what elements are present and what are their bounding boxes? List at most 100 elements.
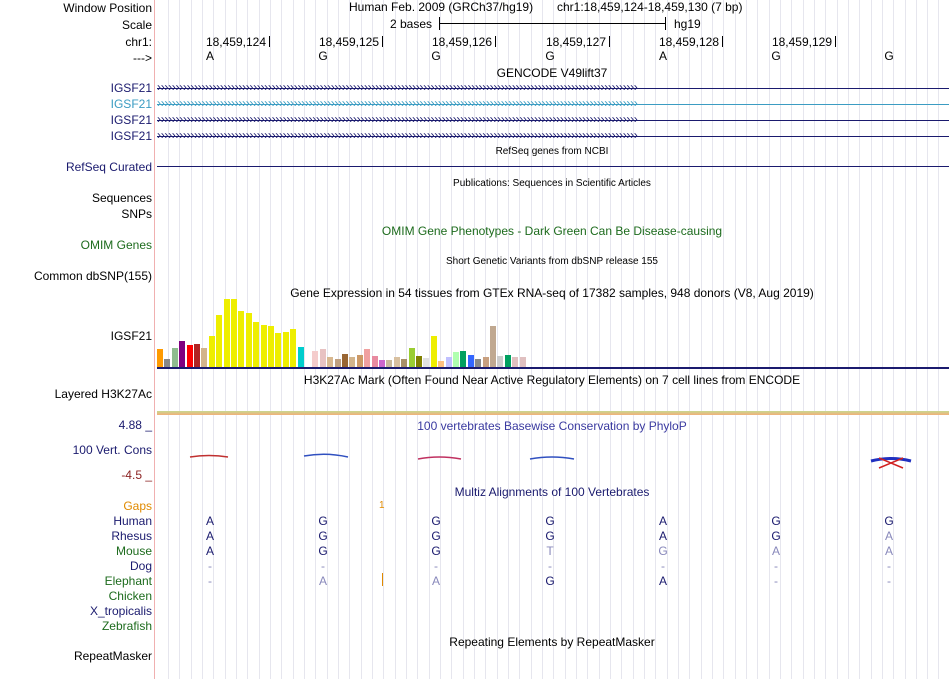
gtex-tissue-bar[interactable] xyxy=(416,356,422,367)
species-label[interactable]: Mouse xyxy=(115,544,152,558)
gencode-gene-line[interactable] xyxy=(157,88,949,89)
species-label[interactable]: Human xyxy=(113,514,152,528)
gtex-tissue-bar[interactable] xyxy=(438,361,445,367)
gtex-tissue-bar[interactable] xyxy=(245,313,252,367)
omim-track-label[interactable]: OMIM Genes xyxy=(80,238,152,252)
gtex-tissue-bar[interactable] xyxy=(342,354,348,367)
gtex-tissue-bar[interactable] xyxy=(497,356,504,367)
cons-track-label[interactable]: 100 Vert. Cons xyxy=(72,443,152,457)
gtex-tissue-bar[interactable] xyxy=(312,351,319,367)
gtex-tissue-bar[interactable] xyxy=(504,355,511,367)
gaps-label[interactable]: Gaps xyxy=(123,499,152,513)
species-label[interactable]: Elephant xyxy=(104,574,152,588)
grid-line xyxy=(927,0,929,679)
repeatmasker-track-title[interactable]: Repeating Elements by RepeatMasker xyxy=(449,635,655,649)
gtex-tissue-bar[interactable] xyxy=(349,357,356,367)
gtex-tissue-bar[interactable] xyxy=(364,349,371,367)
h3k27ac-signal[interactable] xyxy=(157,411,949,415)
gtex-tissue-bar[interactable] xyxy=(164,359,171,367)
gtex-tissue-bar[interactable] xyxy=(260,325,267,367)
gtex-tissue-bar[interactable] xyxy=(460,351,467,367)
species-label[interactable]: Chicken xyxy=(108,589,152,603)
window-position[interactable]: chr1:18,459,124-18,459,130 (7 bp) xyxy=(557,0,743,14)
grid-line xyxy=(723,0,725,679)
gencode-gene-label[interactable]: IGSF21 xyxy=(110,97,152,111)
gtex-tissue-bar[interactable] xyxy=(238,311,245,367)
dbsnp-track-title[interactable]: Short Genetic Variants from dbSNP releas… xyxy=(446,256,658,267)
species-label[interactable]: Zebrafish xyxy=(101,619,152,633)
gtex-tissue-bar[interactable] xyxy=(275,333,282,367)
gtex-tissue-bar[interactable] xyxy=(297,347,304,367)
gtex-tissue-bar[interactable] xyxy=(223,299,230,367)
gtex-tissue-bar[interactable] xyxy=(282,332,289,367)
grid-line xyxy=(530,0,532,679)
gtex-tissue-bar[interactable] xyxy=(253,322,260,367)
gtex-tissue-bar[interactable] xyxy=(194,344,200,367)
gtex-tissue-bar[interactable] xyxy=(157,349,163,367)
species-label[interactable]: X_tropicalis xyxy=(89,604,152,618)
gtex-tissue-bar[interactable] xyxy=(467,355,474,367)
gencode-gene-line[interactable] xyxy=(157,120,949,121)
species-label[interactable]: Dog xyxy=(129,559,152,573)
grid-line xyxy=(371,0,373,679)
gtex-tissue-bar[interactable] xyxy=(386,360,393,367)
gencode-gene-line[interactable] xyxy=(157,104,949,105)
gtex-tissue-bar[interactable] xyxy=(512,357,519,367)
gtex-tissue-bar[interactable] xyxy=(490,326,496,367)
gtex-tissue-bar[interactable] xyxy=(171,348,178,367)
pubs-track-title[interactable]: Publications: Sequences in Scientific Ar… xyxy=(453,178,651,189)
refseq-track-label[interactable]: RefSeq Curated xyxy=(65,160,152,174)
refseq-gene-line[interactable] xyxy=(157,166,949,167)
gtex-tissue-bar[interactable] xyxy=(371,356,378,367)
gtex-tissue-bar[interactable] xyxy=(430,336,437,367)
gtex-tissue-bar[interactable] xyxy=(319,349,326,367)
gtex-tissue-bar[interactable] xyxy=(379,360,385,367)
gtex-tissue-bar[interactable] xyxy=(231,299,237,367)
omim-track-title[interactable]: OMIM Gene Phenotypes - Dark Green Can Be… xyxy=(381,224,723,238)
alignment-base: G xyxy=(771,529,781,543)
refseq-track-title[interactable]: RefSeq genes from NCBI xyxy=(495,146,609,157)
gtex-tissue-bar[interactable] xyxy=(393,357,400,367)
gtex-tissue-bar[interactable] xyxy=(290,329,297,367)
gtex-tissue-bar[interactable] xyxy=(445,357,452,367)
gencode-gene-line[interactable] xyxy=(157,136,949,137)
gencode-gene-label[interactable]: IGSF21 xyxy=(110,129,152,143)
gencode-strand-arrows: ››››››››››››››››››››››››››››››››››››››››… xyxy=(157,112,638,126)
cons-track-title[interactable]: 100 vertebrates Basewise Conservation by… xyxy=(417,419,687,433)
gtex-tissue-bar[interactable] xyxy=(453,352,459,367)
gtex-tissue-bar[interactable] xyxy=(519,357,526,367)
gtex-tissue-bar[interactable] xyxy=(401,359,408,367)
gtex-track-label[interactable]: IGSF21 xyxy=(110,329,152,343)
gencode-gene-label[interactable]: IGSF21 xyxy=(110,113,152,127)
gtex-tissue-bar[interactable] xyxy=(186,345,193,367)
alignment-base: A xyxy=(884,544,893,558)
gtex-tissue-bar[interactable] xyxy=(423,358,430,367)
dbsnp-track-label[interactable]: Common dbSNP(155) xyxy=(33,269,152,283)
repeatmasker-track-label[interactable]: RepeatMasker xyxy=(73,649,152,663)
snps-track-label[interactable]: SNPs xyxy=(121,207,152,221)
h3k27ac-track-title[interactable]: H3K27Ac Mark (Often Found Near Active Re… xyxy=(303,373,801,387)
coordinate-label: 18,459,124 xyxy=(205,35,266,49)
gtex-tissue-bar[interactable] xyxy=(356,355,363,367)
gtex-tissue-bar[interactable] xyxy=(268,326,274,367)
gtex-track-title[interactable]: Gene Expression in 54 tissues from GTEx … xyxy=(290,286,814,300)
pubs-track-label[interactable]: Sequences xyxy=(91,191,152,205)
gencode-gene-label[interactable]: IGSF21 xyxy=(110,81,152,95)
gtex-tissue-bar[interactable] xyxy=(208,336,215,367)
h3k27ac-track-label[interactable]: Layered H3K27Ac xyxy=(54,387,152,401)
grid-line xyxy=(655,0,657,679)
gtex-tissue-bar[interactable] xyxy=(334,359,341,367)
gtex-tissue-bar[interactable] xyxy=(179,341,186,367)
conservation-plot[interactable] xyxy=(157,446,949,472)
multiz-track-title[interactable]: Multiz Alignments of 100 Vertebrates xyxy=(454,485,650,499)
grid-line xyxy=(632,0,634,679)
gtex-tissue-bar[interactable] xyxy=(482,357,489,367)
gencode-track-title[interactable]: GENCODE V49lift37 xyxy=(496,66,608,80)
species-label[interactable]: Rhesus xyxy=(111,529,152,543)
gtex-tissue-bar[interactable] xyxy=(201,348,208,367)
gtex-tissue-bar[interactable] xyxy=(408,348,415,367)
gtex-tissue-bar[interactable] xyxy=(327,357,334,367)
gtex-tissue-bar[interactable] xyxy=(475,359,482,367)
gtex-tissue-bar[interactable] xyxy=(216,315,223,367)
